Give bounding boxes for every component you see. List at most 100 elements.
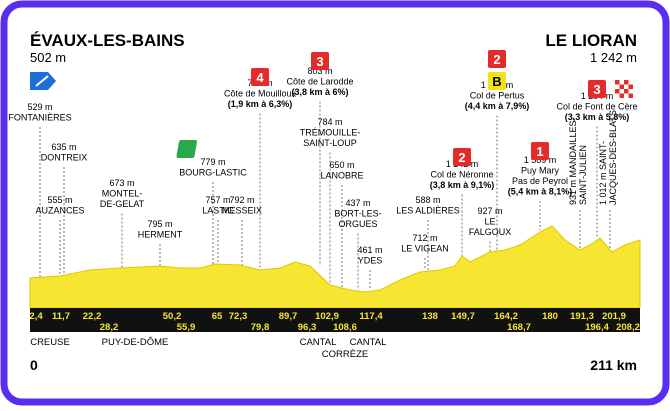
km-marker: 149,7 bbox=[451, 311, 475, 322]
point-label: (3,8 km à 9,1%) bbox=[430, 180, 495, 190]
start-town: ÉVAUX-LES-BAINS bbox=[30, 31, 185, 50]
finish-flag bbox=[624, 89, 629, 94]
point-label: 779 m bbox=[200, 157, 225, 167]
profile-area bbox=[29, 225, 641, 309]
point-label: (1,9 km à 6,3%) bbox=[228, 99, 293, 109]
department: CORRÈZE bbox=[322, 349, 368, 360]
point-label: DE-GELAT bbox=[100, 199, 145, 209]
km-marker: 50,2 bbox=[163, 311, 182, 322]
finish-flag bbox=[619, 80, 624, 85]
km-marker: 28,2 bbox=[100, 322, 119, 333]
point-label: HERMENT bbox=[138, 230, 183, 240]
km-marker: 201,9 bbox=[602, 311, 626, 322]
point-label: SAINT-JULIEN bbox=[578, 145, 588, 205]
point-label: TRÉMOUILLE- bbox=[300, 128, 361, 138]
badge-text: 3 bbox=[316, 54, 323, 69]
badge bbox=[488, 50, 506, 68]
badge-text: B bbox=[492, 74, 501, 89]
point-label: YDES bbox=[358, 256, 383, 266]
point-label: Col de Pertus bbox=[470, 91, 525, 101]
km-marker: 117,4 bbox=[359, 311, 383, 322]
km-marker: 191,3 bbox=[570, 311, 594, 322]
badge bbox=[453, 148, 471, 166]
finish-flag bbox=[615, 84, 620, 89]
finish-flag bbox=[628, 80, 633, 85]
point-label: 673 m bbox=[109, 178, 134, 188]
finish-town: LE LIORAN bbox=[545, 31, 637, 50]
point-label: Col de Néronne bbox=[430, 170, 493, 180]
badge-text: S bbox=[209, 142, 218, 157]
point-label: (5,4 km à 8,1%) bbox=[508, 187, 573, 197]
finish-altitude: 1 242 m bbox=[590, 50, 637, 65]
km-marker: 72,3 bbox=[229, 311, 248, 322]
point-label: AUZANCES bbox=[35, 206, 84, 216]
point-label: FALGOUX bbox=[469, 227, 512, 237]
point-label: 437 m bbox=[345, 198, 370, 208]
point-label: 712 m bbox=[412, 233, 437, 243]
point-label: 795 m bbox=[147, 219, 172, 229]
point-label: 555 m bbox=[47, 195, 72, 205]
point-label: 635 m bbox=[51, 142, 76, 152]
km-marker: 2,4 bbox=[29, 311, 43, 322]
point-label: 1 012 m SAINT- bbox=[598, 141, 608, 205]
point-label: 927 m bbox=[477, 206, 502, 216]
finish-flag bbox=[624, 93, 629, 98]
point-label: BOURG-LASTIC bbox=[179, 168, 247, 178]
point-label: 803 m bbox=[307, 66, 332, 76]
finish-flag bbox=[624, 84, 629, 89]
badge-text: 3 bbox=[593, 82, 600, 97]
finish-flag bbox=[628, 93, 633, 98]
point-label: LANOBRE bbox=[320, 171, 363, 181]
point-label: Côte de Mouilloux bbox=[224, 89, 297, 99]
end-km: 211 km bbox=[590, 357, 637, 373]
km-marker: 208,2 bbox=[616, 322, 640, 333]
finish-flag bbox=[619, 84, 624, 89]
point-label: 784 m bbox=[317, 117, 342, 127]
km-marker: 11,7 bbox=[52, 311, 70, 322]
km-marker: 79,8 bbox=[251, 322, 270, 333]
km-marker: 138 bbox=[422, 311, 438, 322]
badge bbox=[251, 68, 269, 86]
badge bbox=[176, 140, 197, 158]
finish-flag bbox=[628, 89, 633, 94]
km-marker: 22,2 bbox=[83, 311, 102, 322]
start-km: 0 bbox=[30, 357, 38, 373]
department: CREUSE bbox=[30, 337, 70, 348]
km-bar bbox=[30, 308, 640, 332]
km-marker: 164,2 bbox=[494, 311, 518, 322]
finish-flag bbox=[615, 93, 620, 98]
point-label: Col de Font de Cère bbox=[556, 102, 637, 112]
badge-text: 4 bbox=[256, 70, 264, 85]
point-label: 792 m bbox=[229, 195, 254, 205]
point-label: Puy Mary bbox=[521, 166, 560, 176]
point-label: (3,3 km à 5,8%) bbox=[565, 112, 630, 122]
point-label: LASTIC bbox=[202, 206, 234, 216]
finish-flag bbox=[615, 80, 620, 85]
finish-flag bbox=[619, 93, 624, 98]
point-label: LE VIGEAN bbox=[401, 244, 449, 254]
point-label: MONTEL- bbox=[102, 189, 143, 199]
badge bbox=[311, 52, 329, 70]
point-label: DONTREIX bbox=[41, 153, 88, 163]
finish-flag bbox=[615, 89, 620, 94]
km-marker: 102,9 bbox=[315, 311, 339, 322]
km-marker: 96,3 bbox=[298, 322, 317, 333]
km-marker: 89,7 bbox=[279, 311, 298, 322]
km-marker: 55,9 bbox=[177, 322, 196, 333]
km-marker: 65 bbox=[212, 311, 223, 322]
badge bbox=[531, 142, 549, 160]
badge-text: 1 bbox=[536, 144, 543, 159]
point-label: Côte de Larodde bbox=[286, 77, 353, 87]
point-label: Pas de Peyrol bbox=[512, 176, 568, 186]
finish-flag bbox=[628, 84, 633, 89]
point-label: 650 m bbox=[329, 160, 354, 170]
km-marker: 168,7 bbox=[507, 322, 531, 333]
km-marker: 180 bbox=[542, 311, 558, 322]
point-label: 588 m bbox=[415, 195, 440, 205]
finish-flag bbox=[624, 80, 629, 85]
point-label: LES ALDIÈRES bbox=[396, 206, 460, 216]
point-label: (4,4 km à 7,9%) bbox=[465, 101, 530, 111]
badge-text: 2 bbox=[493, 52, 500, 67]
